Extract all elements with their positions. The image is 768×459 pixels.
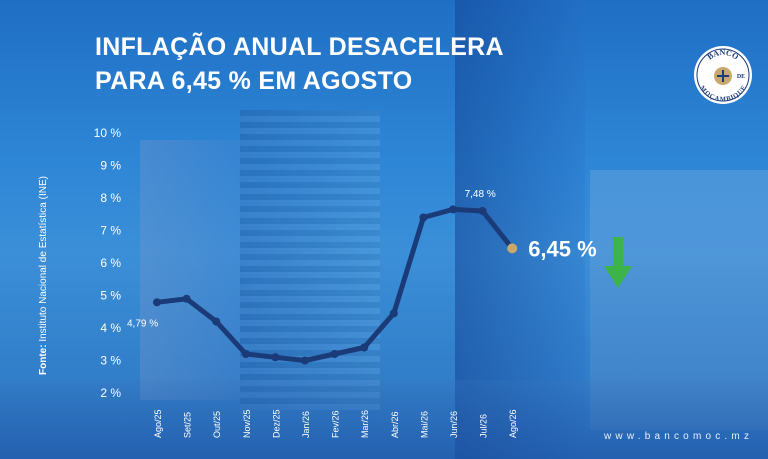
data-point — [478, 207, 487, 215]
y-tick-label: 7 % — [100, 224, 121, 238]
x-tick-label: Jan/26 — [301, 411, 311, 438]
data-point — [330, 350, 339, 358]
down-arrow-head — [604, 266, 632, 288]
data-point — [271, 353, 280, 362]
x-tick-label: Fev/26 — [331, 410, 341, 438]
y-axis-ticks: 2 % 3 % 4 % 5 % 6 % 7 % 8 % 9 % 10 % — [94, 126, 122, 400]
background-building — [140, 140, 240, 400]
x-tick-label: Jul/26 — [479, 414, 489, 438]
x-tick-label: Jun/26 — [449, 411, 459, 438]
background-ground — [0, 380, 768, 459]
title-line-1: INFLAÇÃO ANUAL DESACELERA — [95, 33, 504, 61]
data-point — [241, 350, 250, 358]
x-tick-label: Ago/26 — [508, 409, 518, 438]
data-label: 7,48 % — [465, 189, 496, 200]
y-tick-label: 2 % — [100, 386, 121, 400]
data-point — [389, 309, 398, 318]
x-tick-label: Abr/26 — [390, 411, 400, 438]
y-tick-label: 8 % — [100, 191, 121, 205]
bank-logo: BANCO DE MOÇAMBIQUE — [694, 46, 752, 104]
data-point — [449, 205, 457, 214]
highlight-point — [507, 243, 518, 254]
logo-text-top: BANCO — [706, 48, 740, 62]
y-tick-label: 10 % — [94, 126, 122, 140]
x-axis-ticks: Ago/25 Set/25 Out/25 Nov/25 Dez/25 Jan/26 Fev/… — [153, 409, 518, 438]
x-tick-label: Mar/26 — [360, 410, 370, 438]
x-tick-label: Dez/25 — [271, 409, 281, 438]
data-label: 4,79 % — [127, 318, 158, 329]
highlight-value-label: 6,45 % — [528, 236, 597, 261]
x-tick-label: Set/25 — [183, 412, 193, 438]
y-tick-label: 9 % — [100, 159, 121, 173]
data-point — [212, 317, 221, 326]
x-tick-label: Out/25 — [212, 411, 222, 438]
down-arrow-shaft — [613, 237, 623, 269]
data-point — [360, 343, 369, 352]
data-point — [182, 294, 191, 303]
x-tick-label: Ago/25 — [153, 409, 163, 438]
chart-title: INFLAÇÃO ANUAL DESACELERA PARA 6,45 % EM… — [95, 30, 504, 98]
data-annotations: 4,79 % 7,48 % — [127, 189, 496, 329]
logo-ring — [696, 48, 750, 102]
x-tick-label: Mai/26 — [419, 411, 429, 438]
data-point — [153, 298, 161, 307]
y-tick-label: 3 % — [100, 354, 121, 368]
title-line-2: PARA 6,45 % EM AGOSTO — [95, 67, 413, 95]
website-url: www.bancomoc.mz — [604, 431, 754, 442]
logo-text-middle: DE — [737, 74, 745, 80]
logo-emblem-cross-icon — [717, 70, 729, 82]
x-tick-label: Nov/25 — [242, 409, 252, 438]
down-arrow-icon — [604, 237, 632, 288]
data-point — [301, 356, 309, 365]
series-points — [153, 205, 487, 365]
y-tick-label: 6 % — [100, 256, 121, 270]
data-point — [419, 213, 428, 222]
y-tick-label: 4 % — [100, 321, 121, 335]
series-line — [154, 206, 515, 363]
y-tick-label: 5 % — [100, 289, 121, 303]
